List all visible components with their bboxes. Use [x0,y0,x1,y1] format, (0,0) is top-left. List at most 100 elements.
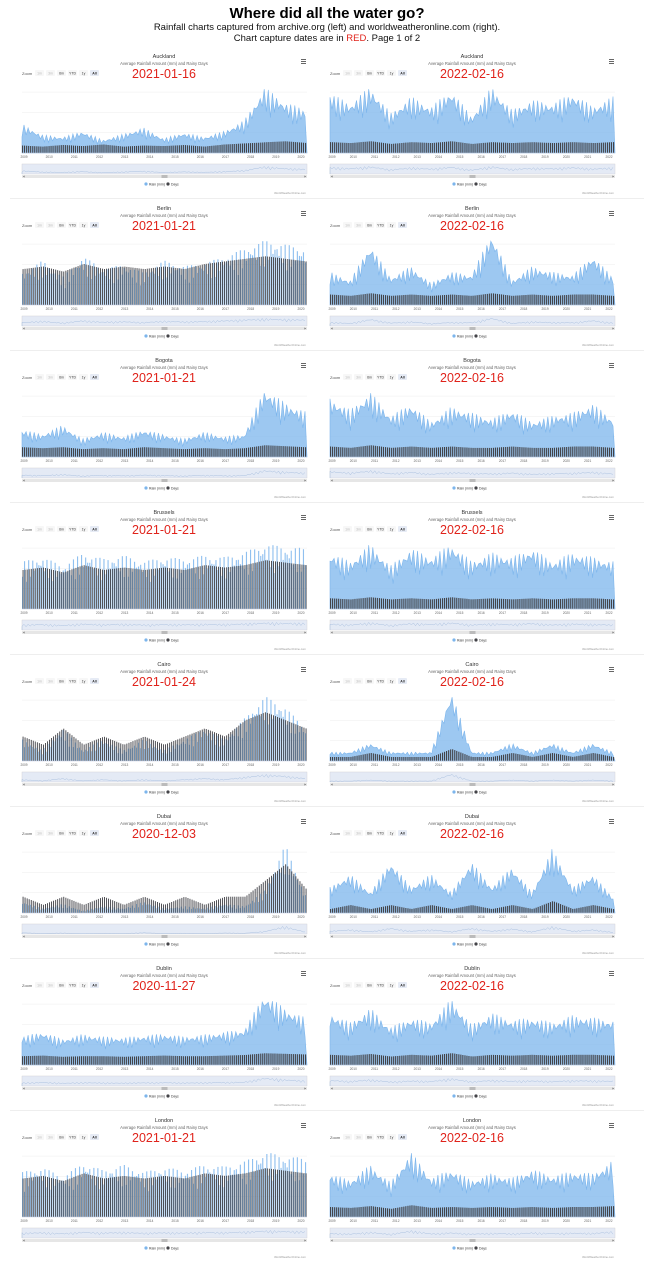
scroll-left-arrow-icon[interactable] [331,175,333,178]
hamburger-menu-icon[interactable] [609,971,614,976]
scroll-left-arrow-icon[interactable] [23,327,25,330]
scroll-right-arrow-icon[interactable] [304,935,307,938]
scrollbar-thumb[interactable] [469,631,476,634]
zoom-button-all[interactable]: All [398,830,407,836]
zoom-button-1y[interactable]: 1y [387,222,396,228]
navigator-selection[interactable] [22,164,307,174]
zoom-button-1y[interactable]: 1y [387,1134,396,1140]
navigator-selection[interactable] [330,620,615,630]
hamburger-menu-icon[interactable] [609,667,614,672]
legend-item-rain[interactable]: Rain (mm) [144,790,165,794]
scroll-right-arrow-icon[interactable] [612,327,615,330]
hamburger-menu-icon[interactable] [301,971,306,976]
scroll-left-arrow-icon[interactable] [23,479,25,482]
zoom-button-1m[interactable]: 1m [343,678,352,684]
scrollbar-thumb[interactable] [469,1239,476,1242]
zoom-button-1m[interactable]: 1m [35,374,44,380]
zoom-button-3m[interactable]: 3m [46,982,55,988]
zoom-button-ytd[interactable]: YTD [376,1134,385,1140]
navigator-selection[interactable] [22,316,307,326]
zoom-button-all[interactable]: All [398,526,407,532]
zoom-button-1m[interactable]: 1m [343,374,352,380]
legend-item-rain[interactable]: Rain (mm) [452,942,473,946]
zoom-button-ytd[interactable]: YTD [68,678,77,684]
legend-item-days[interactable]: Days [474,942,487,946]
zoom-button-ytd[interactable]: YTD [68,70,77,76]
hamburger-menu-icon[interactable] [301,515,306,520]
legend-item-rain[interactable]: Rain (mm) [144,638,165,642]
legend-item-days[interactable]: Days [474,486,487,490]
zoom-button-all[interactable]: All [398,222,407,228]
legend-item-rain[interactable]: Rain (mm) [452,1094,473,1098]
navigator-selection[interactable] [22,1228,307,1238]
scroll-right-arrow-icon[interactable] [304,479,307,482]
legend-item-days[interactable]: Days [166,1094,179,1098]
zoom-button-3m[interactable]: 3m [354,982,363,988]
scrollbar-thumb[interactable] [469,935,476,938]
legend-item-days[interactable]: Days [474,182,487,186]
legend-item-rain[interactable]: Rain (mm) [452,182,473,186]
legend-item-days[interactable]: Days [166,942,179,946]
legend-item-days[interactable]: Days [166,182,179,186]
zoom-button-1y[interactable]: 1y [79,982,88,988]
hamburger-menu-icon[interactable] [301,667,306,672]
zoom-button-all[interactable]: All [90,222,99,228]
scroll-left-arrow-icon[interactable] [331,1087,333,1090]
zoom-button-6m[interactable]: 6m [57,222,66,228]
zoom-button-3m[interactable]: 3m [354,222,363,228]
navigator-selection[interactable] [330,164,615,174]
legend-item-days[interactable]: Days [474,1246,487,1250]
zoom-button-1m[interactable]: 1m [343,222,352,228]
legend-item-days[interactable]: Days [474,334,487,338]
zoom-button-ytd[interactable]: YTD [376,526,385,532]
zoom-button-6m[interactable]: 6m [365,374,374,380]
hamburger-menu-icon[interactable] [301,211,306,216]
zoom-button-all[interactable]: All [90,678,99,684]
scroll-right-arrow-icon[interactable] [304,1239,307,1242]
legend-item-rain[interactable]: Rain (mm) [144,486,165,490]
legend-item-days[interactable]: Days [166,486,179,490]
scrollbar-thumb[interactable] [469,783,476,786]
navigator-selection[interactable] [22,1076,307,1086]
zoom-button-all[interactable]: All [90,1134,99,1140]
zoom-button-6m[interactable]: 6m [365,222,374,228]
scroll-left-arrow-icon[interactable] [23,631,25,634]
zoom-button-ytd[interactable]: YTD [376,678,385,684]
zoom-button-3m[interactable]: 3m [46,70,55,76]
zoom-button-3m[interactable]: 3m [354,830,363,836]
zoom-button-1y[interactable]: 1y [79,70,88,76]
navigator-selection[interactable] [330,772,615,782]
legend-item-rain[interactable]: Rain (mm) [452,486,473,490]
zoom-button-1m[interactable]: 1m [35,1134,44,1140]
scroll-right-arrow-icon[interactable] [612,1239,615,1242]
zoom-button-1y[interactable]: 1y [79,678,88,684]
zoom-button-1m[interactable]: 1m [35,526,44,532]
navigator-selection[interactable] [22,468,307,478]
zoom-button-all[interactable]: All [90,526,99,532]
legend-item-days[interactable]: Days [166,334,179,338]
legend-item-rain[interactable]: Rain (mm) [452,334,473,338]
legend-item-rain[interactable]: Rain (mm) [144,1094,165,1098]
scroll-left-arrow-icon[interactable] [23,783,25,786]
navigator-selection[interactable] [330,924,615,934]
zoom-button-6m[interactable]: 6m [365,1134,374,1140]
zoom-button-1m[interactable]: 1m [35,678,44,684]
hamburger-menu-icon[interactable] [609,819,614,824]
zoom-button-ytd[interactable]: YTD [376,374,385,380]
scroll-right-arrow-icon[interactable] [612,783,615,786]
zoom-button-1m[interactable]: 1m [343,830,352,836]
scroll-left-arrow-icon[interactable] [331,631,333,634]
zoom-button-ytd[interactable]: YTD [68,982,77,988]
scrollbar-thumb[interactable] [469,175,476,178]
scroll-right-arrow-icon[interactable] [304,783,307,786]
zoom-button-3m[interactable]: 3m [46,222,55,228]
legend-item-rain[interactable]: Rain (mm) [144,942,165,946]
legend-item-rain[interactable]: Rain (mm) [452,638,473,642]
hamburger-menu-icon[interactable] [301,1123,306,1128]
zoom-button-ytd[interactable]: YTD [376,70,385,76]
legend-item-rain[interactable]: Rain (mm) [452,1246,473,1250]
scroll-right-arrow-icon[interactable] [612,1087,615,1090]
zoom-button-6m[interactable]: 6m [365,526,374,532]
zoom-button-3m[interactable]: 3m [46,1134,55,1140]
scroll-right-arrow-icon[interactable] [304,631,307,634]
